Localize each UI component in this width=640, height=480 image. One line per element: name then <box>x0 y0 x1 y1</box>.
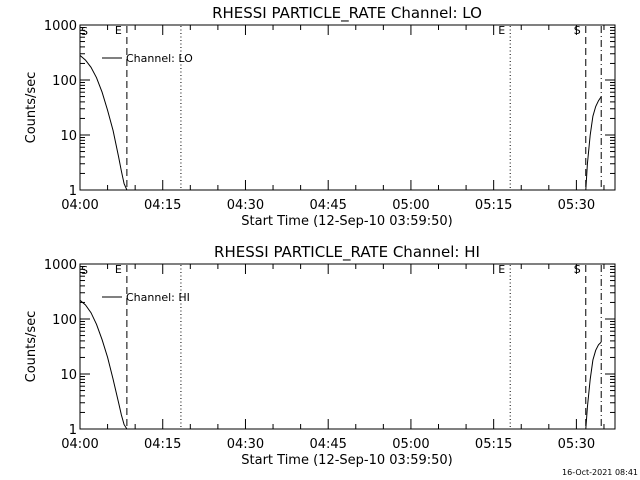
chart-title: RHESSI PARTICLE_RATE Channel: HI <box>214 243 480 262</box>
y-tick-label: 100 <box>52 313 77 328</box>
y-tick-label: 1000 <box>44 19 77 34</box>
x-tick-label: 05:00 <box>392 437 429 452</box>
y-tick-label: 10 <box>60 129 77 144</box>
series-line <box>79 55 128 191</box>
x-axis-label: Start Time (12-Sep-10 03:59:50) <box>241 453 452 468</box>
event-marker-label: E <box>115 24 122 37</box>
chart-title: RHESSI PARTICLE_RATE Channel: LO <box>212 4 482 23</box>
series-line <box>585 341 602 430</box>
x-tick-label: 04:45 <box>309 198 346 213</box>
x-tick-label: 05:15 <box>475 437 512 452</box>
legend-label: Channel: LO <box>126 52 193 65</box>
x-tick-label: 04:15 <box>144 198 181 213</box>
legend-label: Channel: HI <box>126 291 190 304</box>
chart-panel-1: 1 10 100 1000 04:00 04:15 04:30 04:45 05:00 05:15… <box>24 4 616 229</box>
x-tick-label: 05:15 <box>475 198 512 213</box>
y-tick-label: 1000 <box>44 258 77 273</box>
y-axis-label: Counts/sec <box>24 311 39 383</box>
event-marker-label: E <box>115 263 122 276</box>
x-tick-label: 05:30 <box>558 437 595 452</box>
x-tick-label: 04:30 <box>227 437 264 452</box>
event-marker-label: S <box>574 24 581 37</box>
y-tick-label: 1 <box>69 423 77 438</box>
event-marker-label: S <box>574 263 581 276</box>
footer-timestamp: 16-Oct-2021 08:41 <box>562 468 638 477</box>
plot-frame <box>79 24 616 191</box>
y-tick-label: 1 <box>69 184 77 199</box>
event-marker-label: E <box>498 24 505 37</box>
start-marker-label: S <box>81 264 88 277</box>
x-tick-label: 04:15 <box>144 437 181 452</box>
chart-panel-2: 1 10 100 1000 04:00 04:15 04:30 04:45 05:00 05:15… <box>24 243 616 468</box>
x-axis-label: Start Time (12-Sep-10 03:59:50) <box>241 214 452 229</box>
x-tick-label: 05:00 <box>392 198 429 213</box>
x-tick-label: 05:30 <box>558 198 595 213</box>
x-tick-label: 04:00 <box>61 437 98 452</box>
plot-frame <box>79 263 616 430</box>
y-tick-label: 10 <box>60 368 77 383</box>
series-line <box>79 299 128 430</box>
y-axis-label: Counts/sec <box>24 72 39 144</box>
x-tick-label: 04:45 <box>309 437 346 452</box>
series-line <box>585 96 602 191</box>
start-marker-label: S <box>81 25 88 38</box>
x-tick-label: 04:00 <box>61 198 98 213</box>
y-tick-label: 100 <box>52 74 77 89</box>
x-tick-label: 04:30 <box>227 198 264 213</box>
event-marker-label: E <box>498 263 505 276</box>
